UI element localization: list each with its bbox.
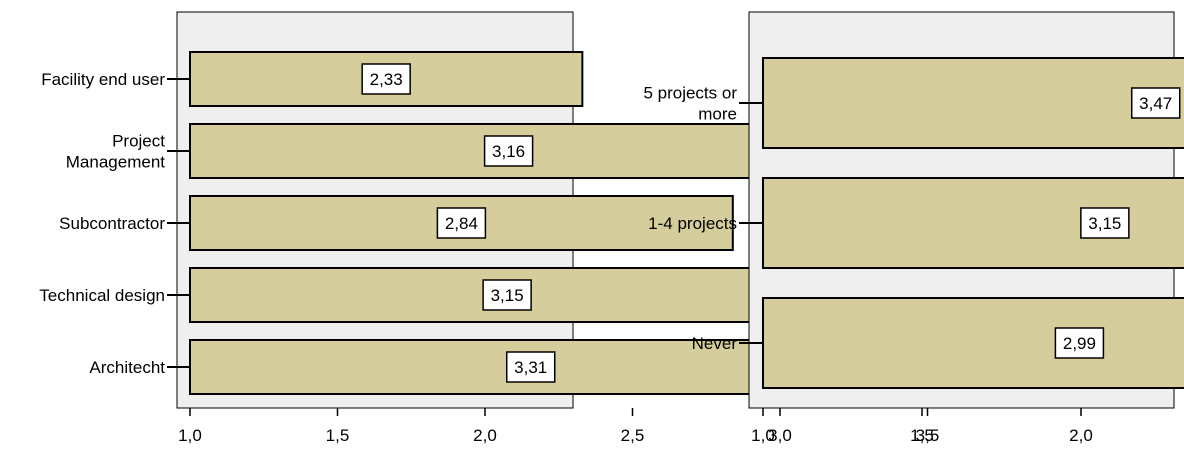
value-label-box: [361, 63, 411, 95]
x-tick-label: 1,0: [178, 426, 202, 445]
category-label: Subcontractor: [59, 214, 165, 233]
category-label: 5 projects or more: [643, 84, 737, 124]
category-label: Never: [692, 334, 738, 353]
category-label: Facility end user: [41, 70, 165, 89]
value-label-box: [1054, 327, 1105, 359]
value-label-box: [1080, 207, 1130, 239]
category-label: 1-4 projects: [648, 214, 737, 233]
value-label: 3,16: [492, 142, 525, 161]
category-label: Technical design: [39, 286, 165, 305]
value-label-box: [483, 135, 534, 167]
x-tick-label: 2,5: [621, 426, 645, 445]
value-label: 2,33: [370, 70, 403, 89]
x-tick-label: 1,5: [910, 426, 934, 445]
value-label: 3,31: [514, 358, 547, 377]
value-label: 3,15: [1088, 214, 1121, 233]
value-label-box: [1130, 87, 1181, 119]
x-tick-label: 2,0: [1069, 426, 1093, 445]
x-tick-label: 1,5: [326, 426, 350, 445]
x-tick-label: 1,0: [751, 426, 775, 445]
x-tick-label: 3,0: [768, 426, 792, 445]
bar: [762, 297, 1184, 389]
value-label: 3,15: [491, 286, 524, 305]
value-label: 2,99: [1063, 334, 1096, 353]
value-label-box: [505, 351, 556, 383]
category-label: Project Management: [66, 132, 166, 172]
value-label-box: [482, 279, 532, 311]
x-tick-label: 2,0: [473, 426, 497, 445]
bar: [762, 57, 1184, 149]
value-label-box: [436, 207, 487, 239]
category-label: Architecht: [89, 358, 165, 377]
chart-panel-2: 1,01,52,02,53,03,55 projects ormore3,471…: [643, 11, 1184, 445]
value-label: 3,47: [1139, 94, 1172, 113]
value-label: 2,84: [445, 214, 478, 233]
x-tick-label: 3,5: [916, 426, 940, 445]
